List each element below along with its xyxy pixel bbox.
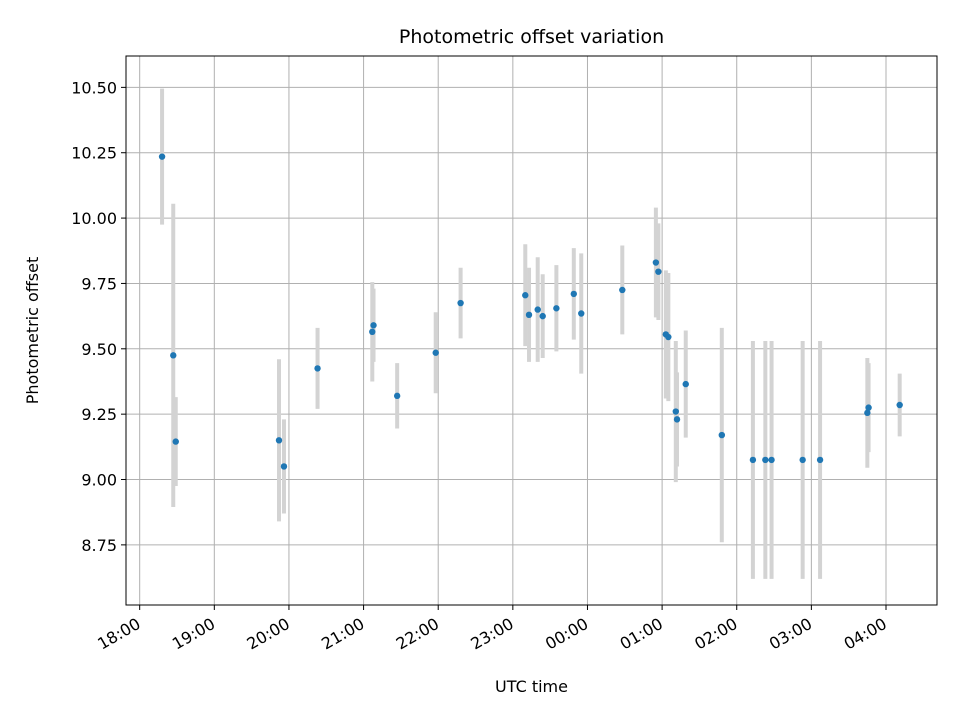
x-tick-label: 22:00 [393, 614, 442, 654]
data-point [816, 456, 824, 464]
data-points [158, 153, 903, 470]
data-point [275, 437, 283, 444]
x-tick-label: 01:00 [617, 614, 666, 654]
data-point [280, 463, 288, 470]
data-point [158, 153, 166, 160]
chart-title: Photometric offset variation [399, 26, 664, 48]
y-axis: 8.75 9.00 9.25 9.50 9.75 10.00 10.25 10.50 [71, 78, 126, 555]
y-tick-label: 8.75 [81, 536, 117, 555]
y-tick-label: 9.75 [81, 274, 117, 293]
data-point [570, 290, 577, 298]
data-point [799, 456, 806, 464]
data-point [370, 322, 377, 329]
data-point [673, 416, 681, 423]
data-point [172, 438, 179, 445]
y-axis-title: Photometric offset [23, 257, 42, 405]
data-point [369, 328, 376, 336]
data-point [553, 305, 560, 312]
x-tick-label: 20:00 [244, 614, 293, 654]
data-point [749, 456, 757, 464]
plot-frame [125, 55, 938, 606]
data-point [393, 392, 401, 400]
y-tick-label: 9.00 [81, 471, 117, 490]
y-tick-label: 10.25 [71, 144, 117, 163]
x-axis-title: UTC time [495, 677, 568, 696]
data-point [768, 456, 775, 464]
data-point [457, 299, 464, 307]
data-point [682, 380, 689, 388]
x-tick-label: 18:00 [94, 614, 143, 654]
data-point [864, 409, 871, 417]
error-bars [160, 88, 902, 579]
data-point [655, 268, 662, 275]
data-point [578, 310, 585, 317]
data-point [525, 311, 533, 319]
data-point [652, 259, 660, 266]
data-point [896, 401, 903, 409]
data-point [718, 431, 726, 439]
data-point [665, 333, 672, 341]
x-tick-label: 00:00 [542, 614, 591, 654]
y-tick-label: 10.00 [71, 209, 117, 228]
data-point [522, 292, 529, 299]
data-point [534, 306, 541, 313]
data-point [619, 286, 626, 294]
y-tick-label: 9.25 [81, 405, 117, 424]
x-tick-label: 21:00 [318, 614, 367, 654]
x-tick-label: 04:00 [841, 614, 890, 654]
data-point [539, 312, 546, 320]
x-axis: 18:00 19:00 20:00 21:00 22:00 23:00 00:00 01:00… [94, 605, 890, 654]
x-tick-label: 23:00 [467, 614, 516, 654]
x-tick-label: 19:00 [169, 614, 218, 654]
data-point [865, 404, 872, 411]
data-point [314, 365, 321, 372]
x-tick-label: 03:00 [766, 614, 815, 654]
data-point [170, 352, 177, 359]
y-tick-label: 9.50 [81, 340, 117, 359]
data-point [762, 456, 769, 464]
y-tick-label: 10.50 [71, 78, 117, 97]
grid [126, 56, 937, 605]
data-point [432, 349, 439, 356]
x-tick-label: 02:00 [691, 614, 740, 654]
data-point [672, 408, 679, 415]
